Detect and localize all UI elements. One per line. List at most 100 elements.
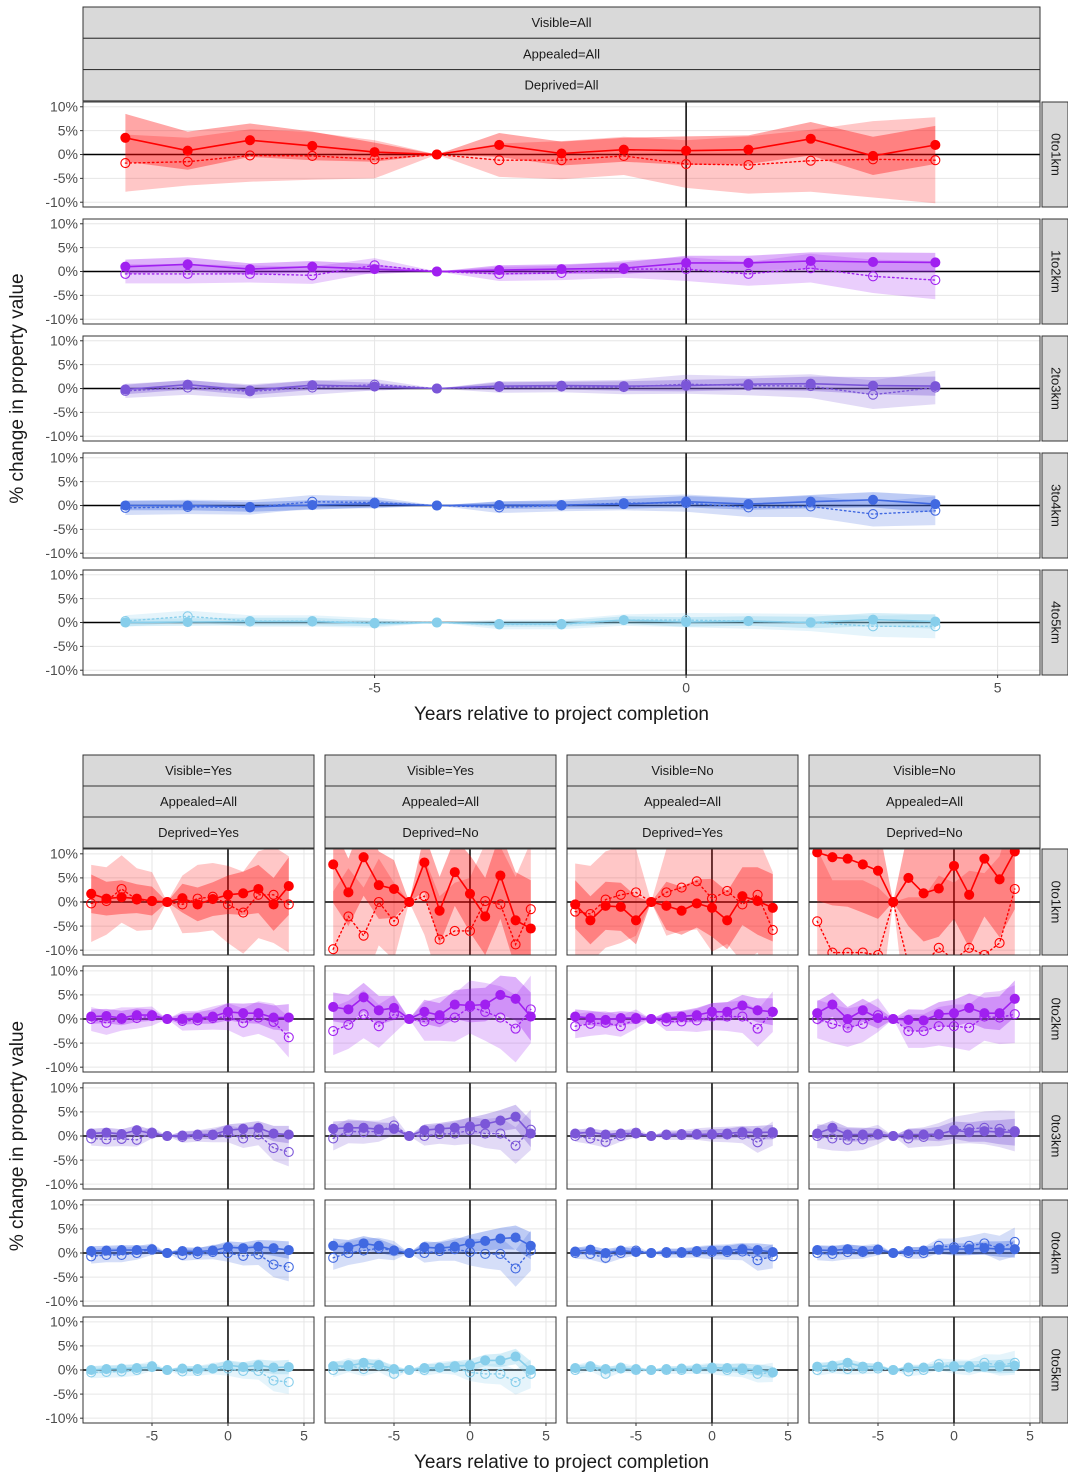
data-point	[369, 497, 380, 508]
y-tick-label: 0%	[58, 263, 78, 279]
confidence-band	[125, 113, 936, 175]
panel	[82, 1199, 315, 1307]
data-point	[767, 1367, 778, 1378]
data-point	[328, 859, 339, 870]
data-point	[752, 1137, 763, 1148]
data-point	[867, 271, 879, 282]
y-tick-label: 10%	[50, 1197, 78, 1213]
y-tick-label: -5%	[53, 1035, 78, 1051]
series-line	[816, 1013, 1016, 1032]
data-point	[495, 989, 506, 1000]
panel-border	[566, 1316, 799, 1424]
data-point	[146, 1127, 158, 1138]
data-point	[307, 616, 318, 627]
data-point	[903, 1247, 914, 1259]
data-point	[495, 1233, 506, 1244]
data-point	[207, 1129, 218, 1141]
panel-plot	[83, 1200, 314, 1306]
data-point	[222, 1360, 234, 1371]
confidence-band	[125, 253, 936, 300]
data-point	[1009, 849, 1020, 857]
data-point	[182, 379, 193, 390]
data-point	[182, 268, 193, 279]
data-point	[812, 916, 823, 927]
data-point	[131, 1134, 142, 1145]
data-point	[328, 1364, 339, 1376]
data-point	[722, 1129, 733, 1140]
data-point	[146, 1361, 158, 1372]
data-point	[494, 382, 505, 393]
data-point	[192, 1248, 203, 1260]
data-point	[222, 1011, 234, 1022]
data-point	[419, 891, 430, 902]
data-point	[933, 1009, 944, 1020]
data-point	[646, 1013, 657, 1025]
y-tick-label: -10%	[45, 1059, 78, 1075]
panel	[82, 569, 1041, 676]
facet-strip	[808, 816, 1041, 849]
data-point	[182, 145, 193, 156]
confidence-band	[333, 1348, 531, 1379]
data-point	[681, 145, 692, 156]
data-point	[86, 1133, 97, 1144]
y-tick-label: 0%	[58, 1362, 78, 1378]
data-point	[268, 1128, 279, 1139]
data-point	[480, 1235, 491, 1247]
data-point	[842, 1246, 853, 1258]
data-point	[903, 1025, 914, 1037]
data-point	[570, 1247, 581, 1259]
data-point	[661, 1012, 672, 1024]
panel-plot	[83, 1083, 314, 1189]
data-point	[494, 139, 505, 151]
y-tick-label: 5%	[58, 239, 78, 255]
panel-border	[324, 1199, 557, 1307]
data-point	[994, 1127, 1005, 1138]
data-point	[857, 947, 868, 955]
row-strip-label: 1to2km	[1049, 250, 1064, 293]
data-point	[767, 1006, 778, 1017]
panel	[566, 848, 799, 956]
data-point	[661, 1129, 672, 1141]
data-point	[979, 1126, 990, 1137]
x-tick-label: -5	[388, 1428, 401, 1444]
data-point	[307, 261, 318, 272]
data-point	[404, 1364, 415, 1376]
data-point	[419, 1016, 430, 1027]
panel-plot	[809, 1317, 1040, 1423]
data-point	[1009, 1126, 1020, 1137]
data-point	[238, 888, 249, 899]
data-point	[618, 615, 629, 626]
data-point	[867, 154, 879, 165]
data-point	[752, 1255, 763, 1266]
data-point	[358, 930, 369, 941]
strip-label: Visible=Yes	[407, 763, 474, 778]
series-line	[332, 855, 532, 930]
panel-plot	[567, 1083, 798, 1189]
data-point	[661, 887, 672, 898]
series-line	[124, 500, 936, 515]
panel	[324, 1316, 557, 1424]
data-point	[570, 1363, 581, 1374]
data-point	[369, 154, 380, 165]
row-strip	[1041, 335, 1068, 442]
data-point	[434, 1010, 445, 1021]
data-point	[244, 150, 256, 161]
data-point	[867, 509, 879, 520]
panel-plot	[83, 102, 1040, 207]
data-point	[434, 1362, 445, 1373]
data-point	[510, 1351, 521, 1362]
series-line	[124, 153, 936, 166]
series-line	[332, 1247, 532, 1270]
data-point	[979, 949, 990, 955]
data-point	[431, 383, 442, 394]
y-tick-label: 0%	[58, 146, 78, 162]
confidence-band	[817, 849, 1015, 948]
panel-border	[324, 1082, 557, 1190]
data-point	[812, 1013, 823, 1025]
data-point	[737, 1364, 748, 1376]
data-point	[207, 1363, 218, 1374]
y-tick-label: -10%	[45, 311, 78, 327]
data-point	[369, 379, 380, 390]
data-point	[369, 264, 380, 275]
data-point	[867, 389, 879, 400]
